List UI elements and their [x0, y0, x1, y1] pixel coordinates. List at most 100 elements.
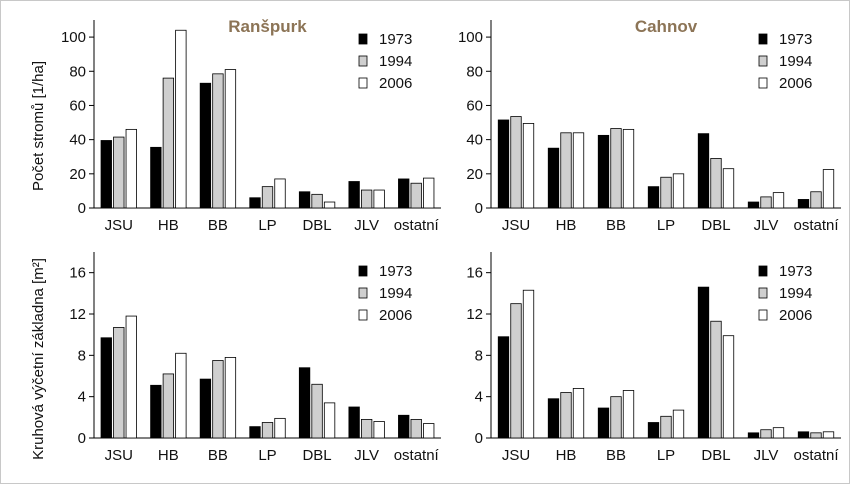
x-tick-label: ostatní [394, 447, 440, 464]
bar-1994-DBL [311, 193, 323, 209]
bar-1994-BB [610, 128, 622, 209]
panel-title: Cahnov [635, 17, 698, 36]
chart-panel-4: 0 4 8 12 16 JSU HB BB LP DBL JLV ostatní 1973 1994 200… [466, 252, 841, 464]
x-tick-label: LP [657, 447, 675, 464]
bar-1973-LP [249, 197, 261, 209]
bar-1973-LP [647, 186, 660, 209]
y-tick-label: 20 [69, 166, 86, 183]
y-tick-label: 4 [475, 389, 483, 406]
bar-1994-ostatní [410, 182, 422, 209]
bar-1994-JLV [360, 189, 373, 209]
legend-label-1973: 1973 [779, 31, 812, 48]
x-tick-label: JSU [502, 217, 530, 234]
bar-2006-JSU [125, 128, 137, 209]
y-tick-label: 0 [475, 200, 483, 217]
x-tick-label: JSU [105, 217, 133, 234]
x-tick-label: ostatní [793, 217, 839, 234]
bar-1994-DBL [710, 320, 722, 439]
legend-label-1973: 1973 [379, 263, 412, 280]
y-tick-label: 0 [475, 430, 483, 447]
bar-1973-HB [547, 398, 560, 439]
legend-label-1973: 1973 [779, 263, 812, 280]
bar-1994-JSU [510, 116, 522, 209]
y-tick-label: 16 [466, 265, 483, 282]
bar-1994-ostatní [810, 432, 822, 439]
bar-1994-DBL [710, 158, 722, 209]
legend-swatch-1973 [358, 33, 368, 45]
y-tick-label: 4 [78, 389, 86, 406]
y-tick-label: 80 [466, 63, 483, 80]
legend-swatch-1973 [358, 265, 368, 277]
legend-swatch-1994 [758, 287, 768, 299]
bar-2006-DBL [722, 168, 735, 209]
bar-1973-JLV [747, 201, 760, 209]
legend-label-1973: 1973 [379, 31, 412, 48]
bar-1973-LP [647, 422, 660, 439]
x-tick-label: JLV [754, 447, 779, 464]
x-tick-label: DBL [302, 217, 331, 234]
x-tick-label: HB [158, 447, 179, 464]
bar-2006-JSU [522, 289, 535, 439]
legend-swatch-1994 [758, 55, 768, 67]
chart-panel-1: Ranšpurk 0 20 40 60 80 100 JSU HB BB LP DBL JLV ostat… [61, 17, 441, 234]
legend-label-1994: 1994 [379, 53, 412, 70]
x-tick-label: DBL [701, 217, 730, 234]
bar-1994-BB [212, 360, 224, 439]
bar-2006-JSU [522, 123, 535, 209]
bar-2006-DBL [323, 201, 336, 209]
y-tick-label: 40 [466, 132, 483, 149]
bar-1994-LP [261, 422, 274, 439]
x-tick-label: LP [258, 217, 276, 234]
y-tick-label: 20 [466, 166, 483, 183]
bar-1994-JSU [113, 136, 125, 209]
x-tick-label: JSU [502, 447, 530, 464]
x-tick-label: DBL [302, 447, 331, 464]
bar-1973-JLV [747, 432, 760, 439]
bar-1994-ostatní [810, 191, 822, 209]
bar-2006-JLV [373, 189, 385, 209]
bar-1973-BB [597, 407, 610, 439]
x-tick-label: DBL [701, 447, 730, 464]
bar-1973-HB [547, 147, 560, 209]
legend-label-2006: 2006 [379, 307, 412, 324]
bar-2006-JSU [125, 315, 137, 439]
legend-swatch-1973 [758, 33, 768, 45]
bar-1994-JLV [760, 429, 772, 439]
bar-2006-HB [572, 387, 585, 439]
bar-1994-HB [560, 132, 572, 209]
x-tick-label: BB [208, 447, 228, 464]
bar-1973-DBL [697, 133, 710, 209]
bar-1973-JSU [100, 140, 112, 209]
legend-label-1994: 1994 [779, 285, 812, 302]
y-tick-label: 100 [458, 29, 483, 46]
bar-2006-BB [622, 390, 635, 439]
y-tick-label: 12 [466, 306, 483, 323]
bar-1994-DBL [311, 383, 323, 439]
x-tick-label: HB [556, 217, 577, 234]
legend-swatch-2006 [358, 77, 368, 89]
chart-panel-3: 0 4 8 12 16 JSU HB BB LP DBL JLV ostatní 1973 1994 200… [69, 252, 441, 464]
bar-1994-BB [610, 396, 622, 439]
bar-1973-ostatní [797, 431, 810, 439]
bar-1973-JLV [348, 181, 360, 209]
legend-swatch-1994 [358, 287, 368, 299]
legend-label-2006: 2006 [779, 75, 812, 92]
x-tick-label: BB [606, 447, 626, 464]
legend-label-2006: 2006 [379, 75, 412, 92]
bar-2006-HB [175, 29, 187, 209]
bar-2006-DBL [722, 335, 735, 439]
bar-2006-HB [572, 132, 585, 209]
bar-1994-BB [212, 73, 224, 209]
y-tick-label: 60 [466, 97, 483, 114]
y-tick-label: 100 [61, 29, 86, 46]
bar-1994-LP [660, 415, 672, 439]
bar-1973-BB [199, 378, 212, 439]
x-tick-label: LP [657, 217, 675, 234]
x-tick-label: LP [258, 447, 276, 464]
bar-2006-LP [274, 178, 286, 209]
panel-title: Ranšpurk [228, 17, 307, 36]
y-tick-label: 8 [475, 347, 483, 364]
x-tick-label: ostatní [793, 447, 839, 464]
bar-2006-JLV [373, 421, 385, 439]
bar-1994-JSU [113, 327, 125, 439]
